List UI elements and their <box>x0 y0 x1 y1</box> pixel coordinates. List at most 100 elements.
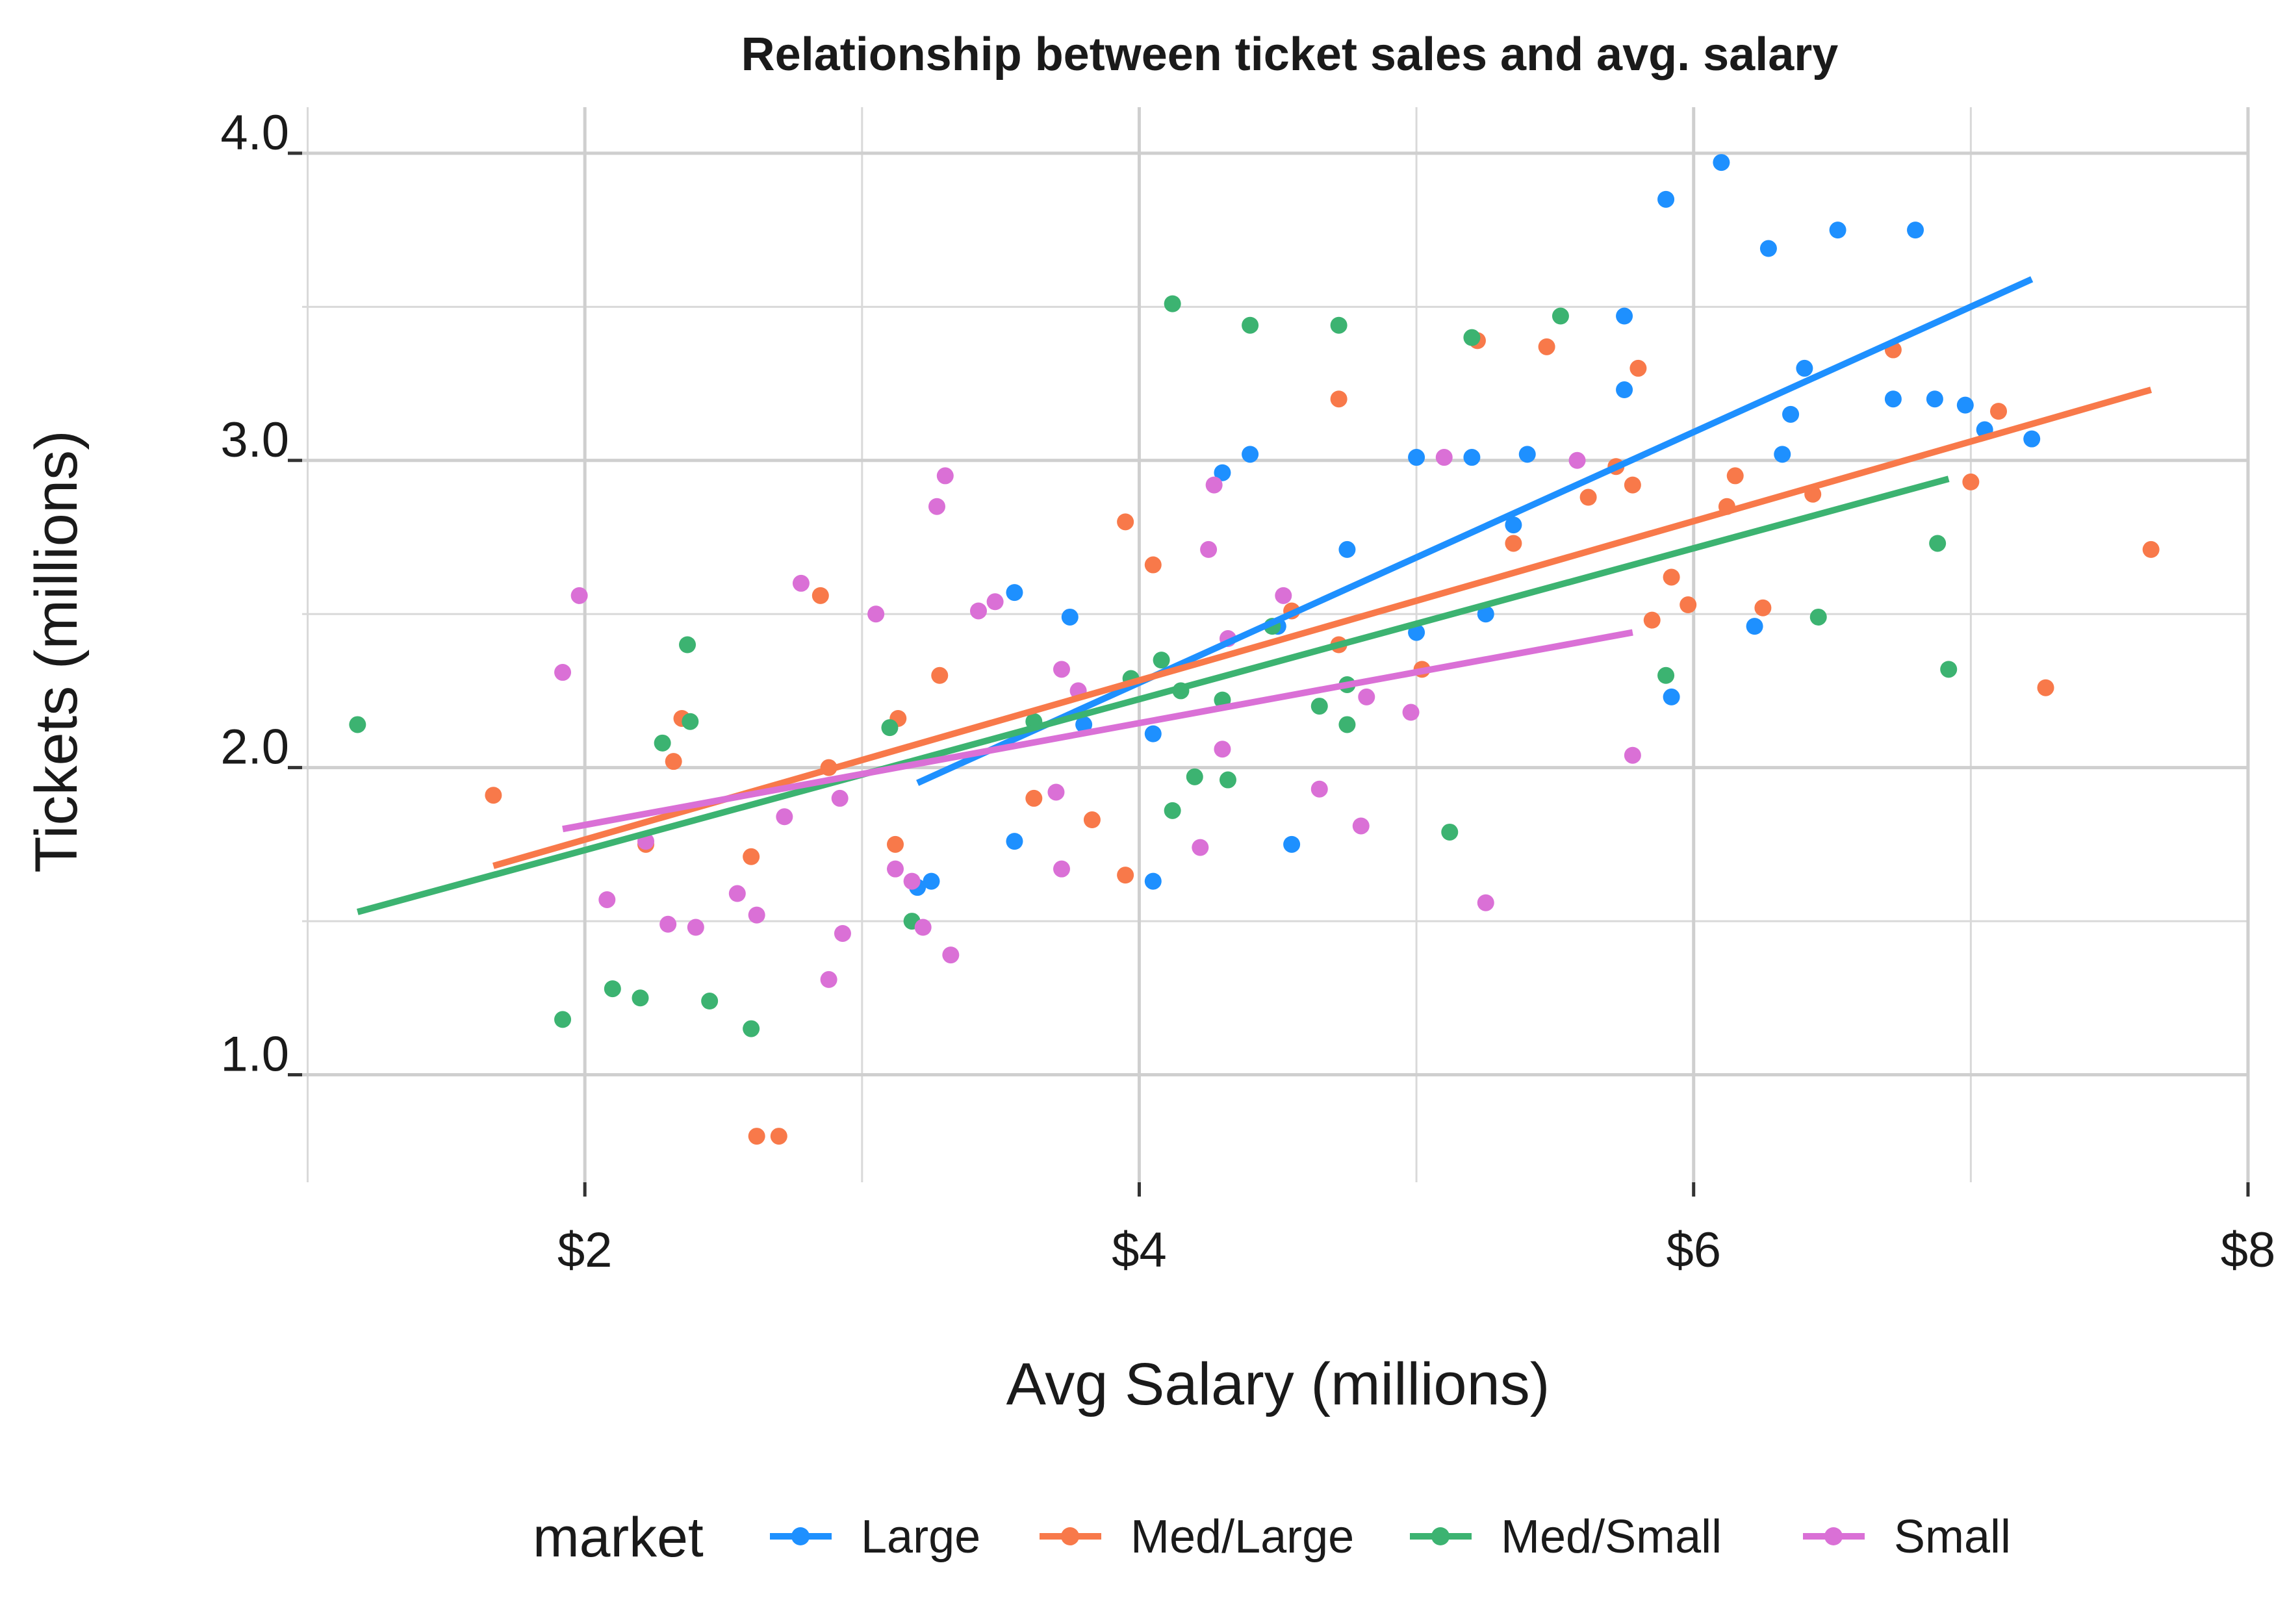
data-point-large <box>1144 725 1162 742</box>
data-point-med-large <box>743 848 760 865</box>
data-point-med-large <box>1726 467 1744 485</box>
data-point-small <box>1047 783 1065 801</box>
data-point-med-large <box>2037 679 2054 696</box>
legend-label-med-large: Med/Large <box>1131 1511 1354 1563</box>
data-point-large <box>1746 618 1763 635</box>
data-point-large <box>1075 716 1093 733</box>
data-points <box>349 154 2160 1145</box>
data-point-small <box>820 971 837 988</box>
data-point-small <box>598 891 616 908</box>
data-point-large <box>1782 405 1800 423</box>
data-point-med-large <box>2142 540 2160 558</box>
data-point-med-large <box>1025 789 1043 807</box>
data-point-med-large <box>1643 611 1661 629</box>
y-tick-label: 4.0 <box>220 105 289 160</box>
data-point-small <box>903 872 921 890</box>
data-point-small <box>659 915 677 933</box>
data-point-med-small <box>682 713 699 730</box>
tick-labels: $2 $4 $6 $8 1.0 2.0 3.0 4.0 <box>220 105 2274 1278</box>
data-point-med-small <box>1940 661 1958 678</box>
data-point-med-large <box>811 587 829 604</box>
data-point-med-small <box>554 1011 572 1028</box>
trend-lines <box>357 276 2153 915</box>
data-point-med-large <box>931 666 949 684</box>
trend-line-med-large <box>492 387 2153 869</box>
legend-label-large: Large <box>861 1511 980 1563</box>
data-point-large <box>1006 833 1023 850</box>
data-point-med-small <box>701 993 719 1010</box>
data-point-small <box>936 467 954 485</box>
data-point-small <box>834 924 851 942</box>
data-point-med-large <box>1624 476 1641 494</box>
data-point-large <box>1956 396 1974 414</box>
legend-title: market <box>533 1506 704 1569</box>
data-point-small <box>1205 476 1223 494</box>
legend-key-point-small <box>1824 1527 1843 1545</box>
data-point-large <box>1006 584 1023 602</box>
minor-gridlines <box>302 107 2248 1182</box>
legend-label-med-small: Med/Small <box>1501 1511 1722 1563</box>
data-point-small <box>1435 449 1453 466</box>
data-point-large <box>2023 430 2041 448</box>
data-point-small <box>831 789 849 807</box>
data-point-large <box>1884 390 1902 408</box>
data-point-large <box>1242 446 1259 463</box>
data-point-med-small <box>1310 698 1328 715</box>
trend-line-large <box>916 276 2034 786</box>
data-point-small <box>1477 894 1494 911</box>
data-point-med-small <box>743 1020 760 1037</box>
x-tick-label: $2 <box>557 1223 613 1278</box>
data-point-med-large <box>1579 488 1597 506</box>
data-point-large <box>1505 516 1522 534</box>
data-point-small <box>687 919 704 936</box>
data-point-large <box>1283 835 1301 853</box>
data-point-med-large <box>1144 556 1162 574</box>
y-tick-label: 3.0 <box>220 412 289 468</box>
legend-label-small: Small <box>1894 1511 2011 1563</box>
data-point-small <box>928 498 946 515</box>
data-point-large <box>1926 390 1943 408</box>
data-point-small <box>1200 540 1218 558</box>
data-point-med-small <box>654 734 671 752</box>
data-point-med-small <box>1153 652 1170 669</box>
data-point-med-small <box>1657 666 1675 684</box>
legend-key-point-large <box>791 1527 810 1545</box>
data-point-med-small <box>1242 316 1259 334</box>
data-point-small <box>986 593 1004 611</box>
data-point-small <box>887 860 904 878</box>
data-point-med-large <box>887 835 904 853</box>
x-tick-label: $8 <box>2221 1223 2274 1278</box>
data-point-med-large <box>1117 513 1134 531</box>
data-point-med-small <box>1330 316 1348 334</box>
data-point-large <box>1477 605 1494 623</box>
legend: market Large Med/Large Med/Small Small <box>533 1506 2011 1569</box>
y-tick-label: 2.0 <box>220 720 289 775</box>
data-point-med-small <box>349 716 366 733</box>
data-point-large <box>1214 464 1231 481</box>
data-point-small <box>1352 817 1370 835</box>
data-point-small <box>1402 704 1420 721</box>
data-point-small <box>1358 688 1375 705</box>
data-point-med-small <box>1441 823 1459 841</box>
data-point-large <box>1408 449 1425 466</box>
data-point-med-large <box>770 1128 787 1145</box>
data-point-small <box>1568 451 1586 469</box>
data-point-med-small <box>1338 716 1356 733</box>
data-point-small <box>942 946 960 964</box>
data-point-large <box>1061 608 1079 626</box>
data-point-med-small <box>632 989 649 1007</box>
data-point-small <box>1275 587 1292 604</box>
data-point-large <box>1796 359 1813 377</box>
data-point-small <box>969 602 987 620</box>
data-point-med-large <box>1083 811 1101 829</box>
data-point-large <box>1657 190 1675 208</box>
data-point-small <box>570 587 588 604</box>
data-point-large <box>1663 688 1680 705</box>
y-axis-label: Tickets (millions) <box>23 430 90 873</box>
legend-key-point-med-small <box>1431 1527 1450 1545</box>
data-point-med-large <box>1117 867 1134 884</box>
data-point-large <box>1616 381 1633 399</box>
trend-line-small <box>562 629 1633 833</box>
axis-ticks <box>288 151 2250 1197</box>
